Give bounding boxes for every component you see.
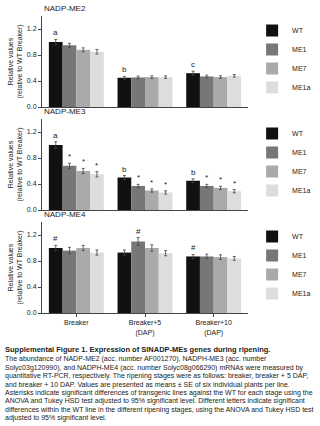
svg-text:*: * (68, 152, 71, 161)
svg-text:0.0: 0.0 (27, 206, 37, 213)
svg-text:Breaker+10(DAP): Breaker+10(DAP) (195, 319, 231, 336)
svg-text:ME1: ME1 (292, 149, 307, 156)
svg-text:c: c (191, 60, 195, 69)
svg-text:0.0: 0.0 (27, 309, 37, 316)
svg-text:0.4: 0.4 (27, 283, 37, 290)
svg-text:NADP-ME4: NADP-ME4 (44, 210, 86, 219)
svg-text:b: b (122, 65, 127, 74)
svg-text:#: # (191, 243, 196, 252)
svg-text:*: * (164, 180, 167, 189)
svg-text:#: # (53, 234, 58, 243)
svg-text:Relative values(relative to WT: Relative values(relative to WT Breaker) (7, 24, 24, 98)
svg-text:#: # (136, 227, 141, 236)
html-text:The abundance of NADP-ME2 (acc: The abundance of NADP-ME2 (acc. number A… (5, 355, 314, 422)
svg-text:ME7: ME7 (292, 168, 307, 175)
svg-text:ME1: ME1 (292, 252, 307, 259)
svg-text:*: * (82, 157, 85, 166)
svg-text:WT: WT (292, 27, 304, 34)
svg-text:1.2: 1.2 (27, 25, 37, 32)
svg-text:ME1a: ME1a (292, 290, 310, 297)
svg-text:WT: WT (292, 233, 304, 240)
svg-text:ME1a: ME1a (292, 187, 310, 194)
svg-text:0.8: 0.8 (27, 257, 37, 264)
svg-text:Relative values(relative to WT: Relative values(relative to WT Breaker) (7, 230, 24, 304)
svg-text:*: * (137, 173, 140, 182)
svg-text:0.8: 0.8 (27, 51, 37, 58)
svg-text:1.2: 1.2 (27, 128, 37, 135)
svg-text:ME7: ME7 (292, 65, 307, 72)
svg-text:*: * (150, 178, 153, 187)
svg-text:a: a (53, 28, 58, 37)
svg-text:0.0: 0.0 (27, 103, 37, 110)
svg-text:WT: WT (292, 130, 304, 137)
svg-text:Breaker: Breaker (64, 319, 89, 326)
svg-text:ME1: ME1 (292, 46, 307, 53)
svg-text:b: b (122, 165, 127, 174)
svg-text:0.4: 0.4 (27, 180, 37, 187)
svg-text:1.2: 1.2 (27, 231, 37, 238)
svg-text:*: * (205, 173, 208, 182)
svg-text:NADP-ME3: NADP-ME3 (44, 107, 86, 116)
svg-text:ME7: ME7 (292, 271, 307, 278)
svg-text:0.8: 0.8 (27, 154, 37, 161)
svg-text:NADP-ME2: NADP-ME2 (44, 4, 86, 13)
svg-text:*: * (219, 175, 222, 184)
svg-text:0.4: 0.4 (27, 77, 37, 84)
svg-text:*: * (233, 179, 236, 188)
svg-text:b: b (191, 168, 196, 177)
svg-text:Relative values(relative to WT: Relative values(relative to WT Breaker) (7, 127, 24, 201)
svg-text:a: a (53, 131, 58, 140)
svg-text:Breaker+5(DAP): Breaker+5(DAP) (129, 319, 162, 336)
svg-text:*: * (95, 161, 98, 170)
html-text:Supplemental Figure 1. Express: Supplemental Figure 1. Expression of SlN… (5, 345, 271, 354)
svg-text:ME1a: ME1a (292, 84, 310, 91)
